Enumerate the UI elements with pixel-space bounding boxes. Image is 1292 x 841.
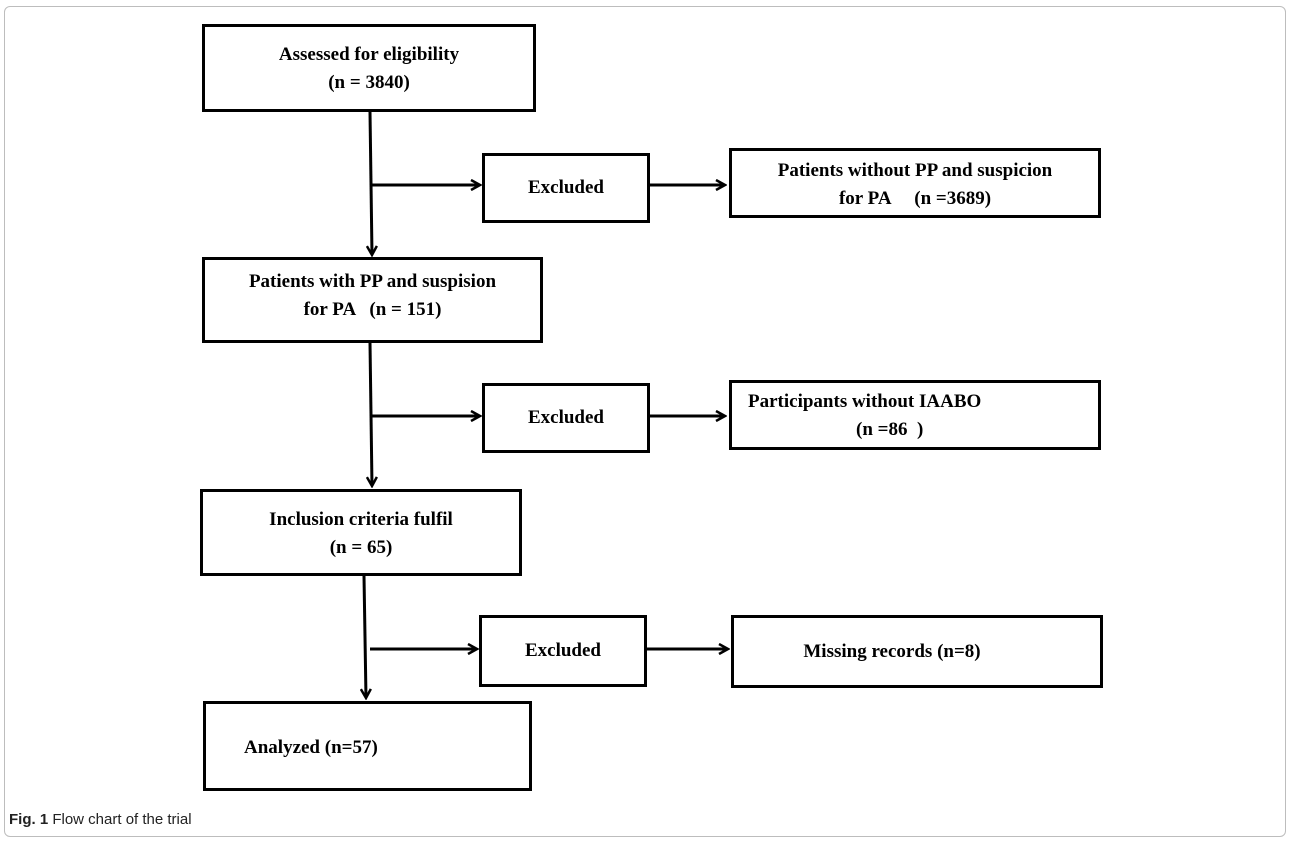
inclusion-line2: (n = 65) xyxy=(329,537,393,558)
caption-text: Flow chart of the trial xyxy=(48,811,192,828)
box-inclusion-criteria: Inclusion criteria fulfil (n = 65) xyxy=(200,489,522,576)
box-analyzed: Analyzed (n=57) xyxy=(203,701,532,791)
missing-label: Missing records (n=8) xyxy=(803,641,981,662)
caption-label: Fig. 1 xyxy=(9,811,49,828)
without-pp-line2: for PA (n =3689) xyxy=(838,188,992,209)
figure-frame xyxy=(4,6,1286,837)
assessed-line2: (n = 3840) xyxy=(328,72,410,93)
excluded-3-label: Excluded xyxy=(524,640,602,661)
with-pp-line2: for PA (n = 151) xyxy=(303,299,442,320)
figure-caption: Fig. 1 Flow chart of the trial xyxy=(9,811,192,828)
box-excluded-1: Excluded xyxy=(482,153,650,223)
without-iaabo-line2: (n =86 ) xyxy=(856,419,924,440)
with-pp-line1: Patients with PP and suspision xyxy=(248,271,497,292)
box-participants-without-iaabo: Participants without IAABO (n =86 ) xyxy=(729,380,1101,450)
without-pp-line1: Patients without PP and suspicion xyxy=(777,160,1053,181)
inclusion-line1: Inclusion criteria fulfil xyxy=(269,509,453,530)
box-patients-with-pp: Patients with PP and suspision for PA (n… xyxy=(202,257,543,343)
box-patients-without-pp: Patients without PP and suspicion for PA… xyxy=(729,148,1101,218)
box-missing-records: Missing records (n=8) xyxy=(731,615,1103,688)
excluded-2-label: Excluded xyxy=(527,407,605,428)
analyzed-label: Analyzed (n=57) xyxy=(244,737,378,758)
assessed-line1: Assessed for eligibility xyxy=(278,44,460,65)
box-assessed-for-eligibility: Assessed for eligibility (n = 3840) xyxy=(202,24,536,112)
box-excluded-3: Excluded xyxy=(479,615,647,687)
excluded-1-label: Excluded xyxy=(527,177,605,198)
box-excluded-2: Excluded xyxy=(482,383,650,453)
without-iaabo-line1: Participants without IAABO xyxy=(748,391,982,412)
arrow-inclusion-to-analyzed xyxy=(364,575,366,698)
